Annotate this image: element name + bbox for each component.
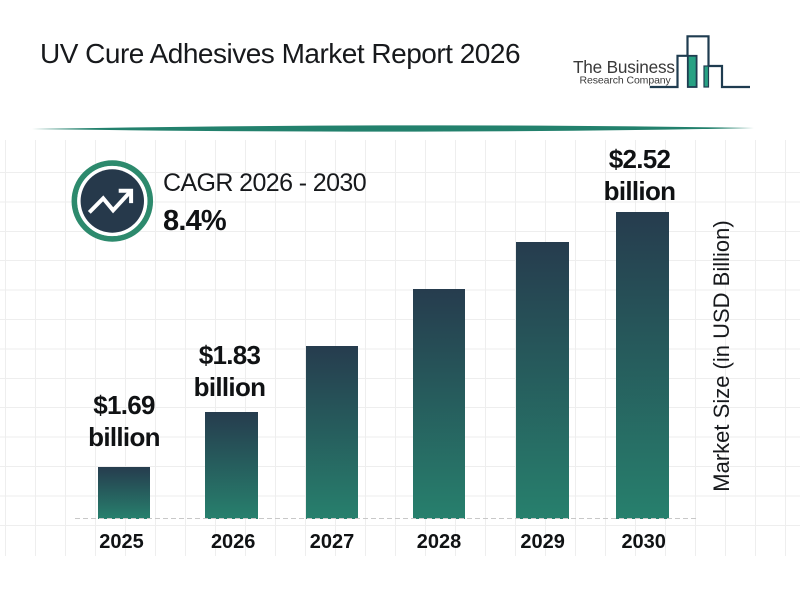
svg-text:Research Company: Research Company	[580, 75, 672, 87]
svg-text:The Business: The Business	[573, 57, 675, 77]
